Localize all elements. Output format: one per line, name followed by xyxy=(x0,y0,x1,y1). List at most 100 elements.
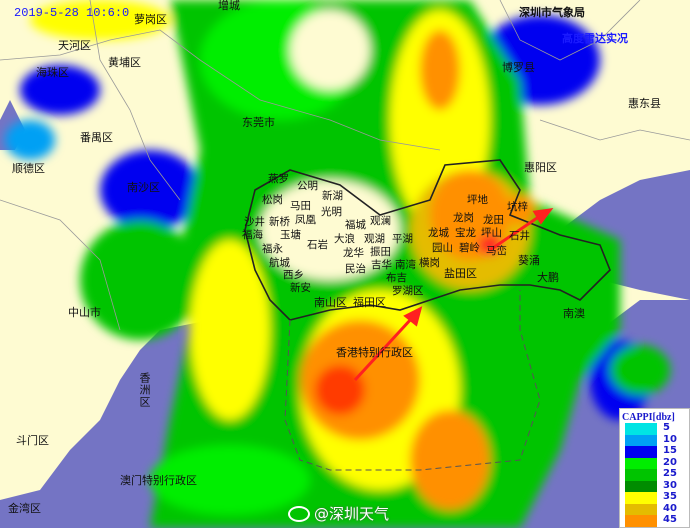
product-label: 高度雷达实况 xyxy=(562,32,628,45)
legend-swatch xyxy=(625,492,657,504)
place-label: 中山市 xyxy=(68,306,101,319)
legend-swatch xyxy=(625,446,657,458)
legend-swatch xyxy=(625,423,657,435)
place-label: 西乡 xyxy=(283,269,304,281)
place-label: 坪山 xyxy=(481,227,502,239)
organization-label: 深圳市气象局 xyxy=(519,6,585,19)
legend-value: 25 xyxy=(663,468,677,479)
legend-swatch xyxy=(625,480,657,492)
arrow-head-icon xyxy=(532,208,554,225)
place-label: 布吉 xyxy=(386,272,407,284)
place-label: 龙城 xyxy=(428,227,449,239)
arrow-head-icon xyxy=(403,306,423,327)
place-label: 福田区 xyxy=(353,296,386,309)
place-label: 大浪 xyxy=(334,233,355,245)
place-label: 碧岭 xyxy=(459,242,480,254)
place-label: 增城 xyxy=(218,0,240,12)
radar-echoes xyxy=(5,0,670,528)
legend-item: 30 xyxy=(620,479,689,492)
place-label: 新湖 xyxy=(322,190,343,202)
weibo-watermark: @深圳天气 xyxy=(288,503,389,524)
place-label: 航城 xyxy=(269,257,290,269)
place-label: 罗湖区 xyxy=(392,285,424,297)
legend-value: 20 xyxy=(663,456,677,468)
place-label: 园山 xyxy=(432,242,453,254)
place-label: 石岩 xyxy=(307,239,328,251)
place-label: 天河区 xyxy=(58,39,91,52)
place-label: 凤凰 xyxy=(295,214,316,226)
place-label: 马峦 xyxy=(486,245,507,257)
legend-value: 15 xyxy=(663,445,677,456)
place-label: 惠东县 xyxy=(628,97,661,110)
place-label: 香港特别行政区 xyxy=(336,346,413,359)
legend-value: 5 xyxy=(663,422,670,433)
place-label: 南沙区 xyxy=(127,181,160,194)
place-label: 香洲区 xyxy=(138,372,151,408)
legend-item: 20 xyxy=(620,456,689,469)
legend-item: 5 xyxy=(620,422,689,435)
place-label: 龙岗 xyxy=(453,212,474,224)
legend-swatch xyxy=(625,515,657,527)
place-label: 博罗县 xyxy=(502,61,535,74)
place-label: 振田 xyxy=(370,246,391,258)
place-label: 南山区 xyxy=(314,296,347,309)
legend-value: 10 xyxy=(663,433,677,445)
place-label: 新桥 xyxy=(269,216,290,228)
place-label: 福城 xyxy=(345,219,366,231)
legend-item: 25 xyxy=(620,468,689,481)
place-label: 民治 xyxy=(345,263,366,275)
place-label: 坑梓 xyxy=(507,201,528,213)
hk-boundary xyxy=(284,290,541,471)
legend-rows: 5 10 15 20 25 30 35 40 45 xyxy=(620,422,689,527)
place-label: 福海 xyxy=(242,229,263,241)
place-label: 观湖 xyxy=(364,233,385,245)
place-label: 龙田 xyxy=(483,214,504,226)
place-label: 南湾 xyxy=(395,259,416,271)
place-label: 黄埔区 xyxy=(108,56,141,69)
legend-swatch xyxy=(625,457,657,469)
place-label: 龙华 xyxy=(343,247,364,259)
place-label: 澳门特别行政区 xyxy=(120,474,197,487)
place-label: 石井 xyxy=(509,230,530,242)
weibo-logo-icon xyxy=(288,505,310,522)
legend-value: 30 xyxy=(663,479,677,491)
legend-item: 35 xyxy=(620,491,689,504)
legend-value: 35 xyxy=(663,491,677,502)
legend-item: 40 xyxy=(620,502,689,515)
place-label: 南澳 xyxy=(563,307,585,320)
place-label: 宝龙 xyxy=(455,227,476,239)
place-label: 公明 xyxy=(297,180,318,192)
place-label: 马田 xyxy=(290,200,311,212)
movement-arrows xyxy=(353,208,554,382)
place-label: 平湖 xyxy=(392,233,413,245)
place-label: 观澜 xyxy=(370,215,391,227)
place-label: 顺德区 xyxy=(12,162,45,175)
place-label: 光明 xyxy=(321,206,342,218)
legend-swatch xyxy=(625,503,657,515)
arrow-icon xyxy=(353,316,414,382)
place-label: 玉塘 xyxy=(280,229,301,241)
legend-title: CAPPI[dbz] xyxy=(622,412,675,423)
shenzhen-boundary xyxy=(244,159,611,321)
legend-item: 15 xyxy=(620,445,689,458)
place-label: 海珠区 xyxy=(36,66,69,79)
place-label: 横岗 xyxy=(419,257,440,269)
place-label: 葵涌 xyxy=(518,254,540,267)
dbz-legend: CAPPI[dbz] 5 10 15 20 25 30 35 40 45 xyxy=(619,408,690,528)
timestamp: 2019-5-28 10:6:0 xyxy=(14,6,130,20)
place-label: 大鹏 xyxy=(537,271,559,284)
place-label: 燕罗 xyxy=(268,173,289,185)
legend-swatch xyxy=(625,469,657,481)
legend-item: 10 xyxy=(620,433,689,446)
place-label: 福永 xyxy=(262,243,283,255)
place-label: 沙井 xyxy=(244,216,265,228)
legend-value: 45 xyxy=(663,514,677,525)
legend-item: 45 xyxy=(620,514,689,527)
place-label: 吉华 xyxy=(371,259,392,271)
place-label: 萝岗区 xyxy=(134,13,167,26)
district-lines xyxy=(0,0,690,331)
legend-value: 40 xyxy=(663,502,677,514)
arrow-icon xyxy=(489,214,541,252)
place-label: 东莞市 xyxy=(242,116,275,129)
